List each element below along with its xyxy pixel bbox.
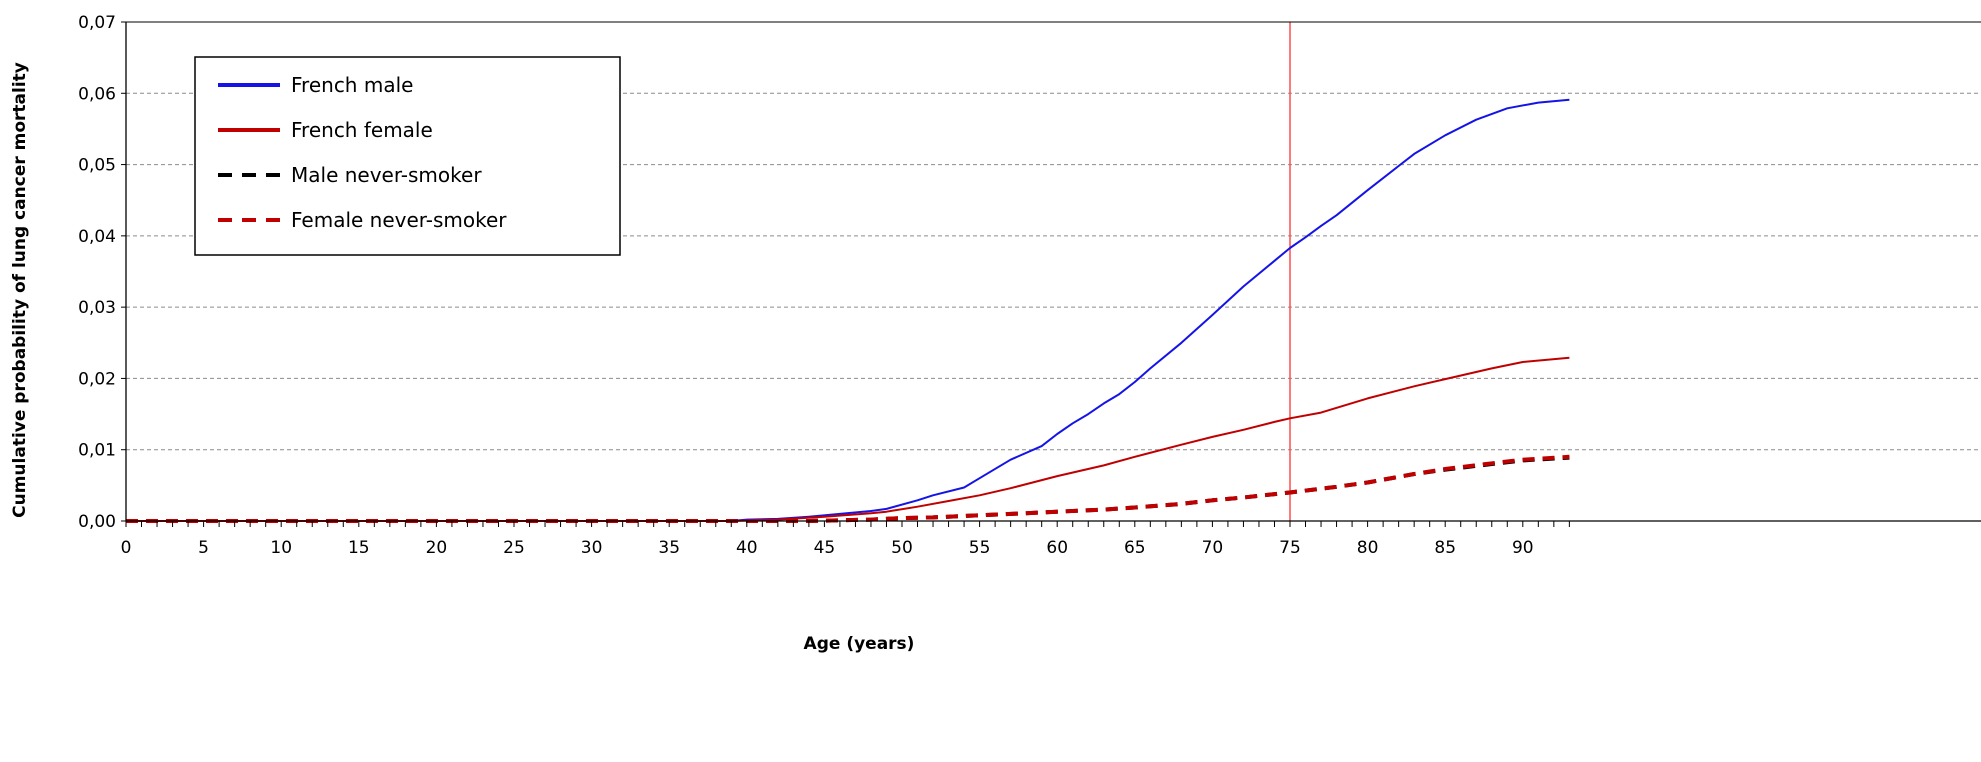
x-tick-label: 75 <box>1279 538 1301 558</box>
x-tick-label: 25 <box>503 538 525 558</box>
x-tick-label: 45 <box>814 538 836 558</box>
series-line-french-female <box>126 356 1570 522</box>
y-tick-label: 0,07 <box>78 13 116 33</box>
x-tick-label: 10 <box>270 538 292 558</box>
legend-label: Female never-smoker <box>291 208 507 232</box>
x-tick-label: 40 <box>736 538 758 558</box>
x-tick-label: 70 <box>1202 538 1224 558</box>
series-line-french-male <box>126 98 1570 522</box>
x-tick-label: 15 <box>348 538 370 558</box>
legend-box <box>194 56 621 256</box>
x-tick-label: 65 <box>1124 538 1146 558</box>
legend-label: French female <box>291 118 433 142</box>
y-axis-title: Cumulative probability of lung cancer mo… <box>10 62 30 518</box>
axes <box>125 21 1981 522</box>
legend-label: French male <box>291 73 413 97</box>
y-tick-label: 0,04 <box>78 227 116 247</box>
x-tick-label: 80 <box>1357 538 1379 558</box>
y-tick-label: 0,06 <box>78 84 116 104</box>
y-tick-label: 0,01 <box>78 441 116 461</box>
x-tick-label: 50 <box>891 538 913 558</box>
legend: French male French female Male never-smoke… <box>194 56 621 256</box>
y-axis-ticks: 0,00 0,01 0,02 0,03 0,04 0,05 0,06 0,07 <box>78 13 126 532</box>
legend-label: Male never-smoker <box>291 163 482 187</box>
x-tick-label: 90 <box>1512 538 1534 558</box>
y-tick-label: 0,03 <box>78 298 116 318</box>
y-tick-label: 0,02 <box>78 369 116 389</box>
series-line-female-never-smoker <box>126 454 1570 523</box>
x-tick-label: 85 <box>1434 538 1456 558</box>
x-tick-label: 30 <box>581 538 603 558</box>
x-tick-label: 5 <box>198 538 209 558</box>
series-line-male-never-smoker <box>126 455 1570 523</box>
x-tick-label: 0 <box>121 538 132 558</box>
x-axis-ticks: 0 5 10 15 20 25 30 35 40 45 50 55 60 65 70 75 80 85 90 <box>121 521 1570 558</box>
series-lines <box>126 98 1570 523</box>
y-tick-label: 0,00 <box>78 512 116 532</box>
x-axis-title: Age (years) <box>804 634 915 654</box>
x-tick-label: 35 <box>658 538 680 558</box>
x-tick-label: 20 <box>426 538 448 558</box>
x-tick-label: 55 <box>969 538 991 558</box>
x-tick-label: 60 <box>1046 538 1068 558</box>
y-tick-label: 0,05 <box>78 156 116 176</box>
